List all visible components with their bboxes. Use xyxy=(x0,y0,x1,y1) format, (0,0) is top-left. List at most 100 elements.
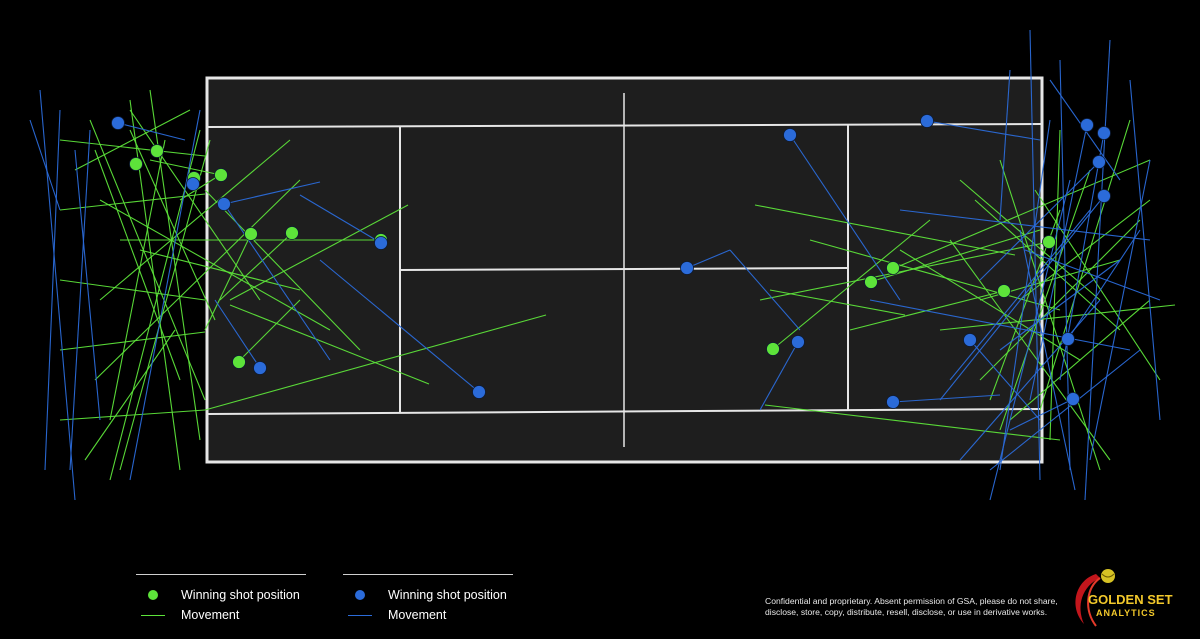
blue-movement-line xyxy=(214,299,261,369)
logo-line2: ANALYTICS xyxy=(1096,608,1156,618)
green-movement-line xyxy=(899,249,1081,361)
golden-set-analytics-logo: GOLDEN SET ANALYTICS xyxy=(1066,566,1196,634)
green-movement-line xyxy=(99,199,331,331)
green-movement-line xyxy=(1039,119,1131,411)
logo-swoosh-icon xyxy=(1075,569,1115,627)
green-movement-line xyxy=(139,249,301,291)
green-winning-shot-point xyxy=(864,275,878,289)
green-movement-line xyxy=(239,299,301,361)
green-movement-line xyxy=(1009,299,1151,421)
legend-rule xyxy=(343,574,513,575)
green-movement-line xyxy=(869,229,1041,283)
blue-movement-line xyxy=(1024,249,1161,301)
legend-green-line xyxy=(141,615,165,616)
blue-movement-line xyxy=(926,120,1041,141)
blue-winning-shot-point xyxy=(963,333,977,347)
legend-blue-line xyxy=(348,615,372,616)
blue-movement-line xyxy=(1089,159,1151,461)
green-movement-line xyxy=(772,219,931,350)
legend-blue-line-label: Movement xyxy=(388,608,447,622)
legend-green-marker-row: Winning shot position xyxy=(136,585,306,605)
green-winning-shot-point xyxy=(244,227,258,241)
blue-movement-line xyxy=(892,394,1001,403)
green-movement-line xyxy=(809,239,1061,311)
green-movement-line xyxy=(94,149,181,381)
green-movement-line xyxy=(959,179,1101,301)
green-movement-line xyxy=(229,304,430,385)
green-movement-line xyxy=(149,159,222,176)
green-movement-line xyxy=(59,331,206,351)
blue-winning-shot-point xyxy=(217,197,231,211)
blue-winning-shot-point xyxy=(791,335,805,349)
blue-movement-line xyxy=(44,109,61,471)
green-movement-line xyxy=(204,233,252,331)
legend-blue-marker-row: Winning shot position xyxy=(343,585,513,605)
legend-rule xyxy=(136,574,306,575)
blue-movement-line xyxy=(979,161,1100,281)
blue-movement-line xyxy=(686,249,731,269)
green-movement-line xyxy=(179,174,221,201)
blue-movement-line xyxy=(223,181,321,205)
blue-movement-line xyxy=(39,89,76,501)
blue-movement-lines xyxy=(29,29,1161,501)
blue-movement-line xyxy=(949,209,1091,381)
blue-movement-line xyxy=(299,194,382,244)
green-movement-line xyxy=(59,193,206,211)
green-winning-shot-point xyxy=(997,284,1011,298)
blue-movement-line xyxy=(999,69,1011,221)
green-movement-line xyxy=(99,139,291,301)
blue-winning-shot-point xyxy=(186,177,200,191)
green-movement-line xyxy=(889,159,1151,271)
blue-winning-shot-point xyxy=(374,236,388,250)
blue-movement-line xyxy=(959,299,1101,461)
blue-movement-line xyxy=(939,195,1105,401)
green-movement-line xyxy=(129,109,261,301)
tennis-court-chart xyxy=(29,29,1176,501)
green-movement-line xyxy=(204,189,361,351)
legend-green-line-row: Movement xyxy=(136,605,306,625)
green-winning-shots xyxy=(129,144,1056,369)
blue-winning-shot-point xyxy=(1097,126,1111,140)
blue-winning-shot-point xyxy=(1066,392,1080,406)
blue-movement-line xyxy=(1129,79,1161,421)
green-winning-shot-point xyxy=(1042,235,1056,249)
legend-blue-dot xyxy=(355,590,365,600)
blue-movement-line xyxy=(1067,229,1141,340)
blue-movement-line xyxy=(759,341,799,411)
green-movement-line xyxy=(1019,199,1151,301)
tennis-court xyxy=(205,76,1044,464)
green-winning-shot-point xyxy=(886,261,900,275)
blue-movement-line xyxy=(989,349,1141,471)
green-movement-line xyxy=(219,232,293,301)
green-winning-shot-point xyxy=(232,355,246,369)
blue-winning-shot-point xyxy=(111,116,125,130)
green-movement-line xyxy=(59,279,206,301)
green-winning-shot-point xyxy=(150,144,164,158)
blue-winning-shot-point xyxy=(253,361,267,375)
blue-movement-line xyxy=(69,129,91,471)
green-movement-line xyxy=(999,159,1101,471)
green-movement-line xyxy=(939,304,1176,331)
green-movement-line xyxy=(764,404,1061,441)
blue-winning-shot-point xyxy=(783,128,797,142)
blue-movement-line xyxy=(869,299,1131,351)
legend-green-dot xyxy=(148,590,158,600)
green-winning-shot-point xyxy=(285,226,299,240)
legend-blue: Winning shot position Movement xyxy=(343,574,513,625)
legend-blue-line-row: Movement xyxy=(343,605,513,625)
blue-movement-line xyxy=(899,209,1151,241)
blue-movement-line xyxy=(223,203,331,361)
logo-line1: GOLDEN SET xyxy=(1088,592,1173,607)
green-movement-line xyxy=(59,139,206,157)
blue-movement-line xyxy=(729,249,801,331)
green-movement-line xyxy=(109,139,166,421)
blue-movement-line xyxy=(1029,29,1041,481)
blue-movement-line xyxy=(1009,398,1074,431)
blue-winning-shot-point xyxy=(1061,332,1075,346)
blue-winning-shot-point xyxy=(886,395,900,409)
legend-green: Winning shot position Movement xyxy=(136,574,306,625)
blue-movement-line xyxy=(789,134,901,301)
blue-movement-line xyxy=(969,339,1041,421)
blue-movement-line xyxy=(29,119,61,211)
green-winning-shot-point xyxy=(129,157,143,171)
